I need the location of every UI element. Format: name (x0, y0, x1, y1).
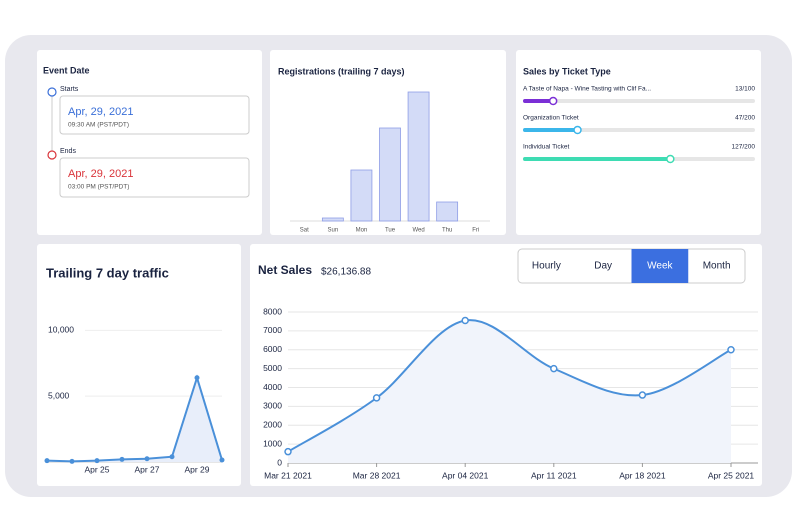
x-tick-label: Mar 21 2021 (264, 470, 312, 480)
point (144, 456, 150, 462)
area (288, 320, 731, 463)
ticket-name: A Taste of Napa - Wine Tasting with Clif… (523, 86, 651, 93)
progress-bar (523, 157, 671, 161)
point (94, 458, 100, 464)
x-tick-label: Apr 11 2021 (531, 470, 577, 480)
point (69, 458, 75, 464)
progress-knob (666, 154, 675, 164)
x-tick-label: Mar 28 2021 (353, 470, 401, 480)
period-label: Month (703, 261, 731, 272)
x-tick-label: Wed (412, 228, 424, 234)
point (638, 391, 647, 399)
x-tick-label: Tue (385, 228, 396, 234)
bar (436, 201, 459, 222)
x-tick-label: Apr 25 2021 (708, 470, 755, 480)
y-tick-label: 4000 (263, 382, 282, 392)
date-box (59, 157, 250, 198)
y-tick-label: 8000 (263, 306, 282, 316)
point (119, 456, 125, 462)
point (372, 394, 381, 402)
end-date: Apr, 29, 2021 (68, 168, 133, 180)
progress-bar (523, 99, 554, 103)
bar (321, 217, 344, 222)
y-tick-label: 2000 (263, 420, 282, 430)
x-tick-label: Apr 29 (184, 464, 209, 474)
y-tick-label: 1000 (263, 438, 282, 448)
period-label: Week (647, 261, 673, 272)
area (47, 377, 222, 462)
date-box (59, 95, 250, 135)
ticket-count: 13/100 (735, 86, 755, 93)
period-label: Day (594, 261, 612, 272)
period-label: Hourly (532, 261, 561, 272)
progress-knob (548, 96, 558, 106)
x-tick-label: Thu (442, 228, 452, 234)
period-button[interactable] (631, 249, 689, 283)
label: Ends (60, 148, 76, 155)
start-date: Apr, 29, 2021 (68, 106, 133, 118)
line (287, 319, 732, 453)
end-dot (47, 150, 57, 160)
total: $26,136.88 (321, 267, 371, 278)
progress-track (523, 99, 755, 103)
x-tick-label: Apr 27 (134, 464, 159, 474)
y-tick-label: 5,000 (48, 390, 70, 400)
point (169, 454, 175, 460)
end-time: 03:00 PM (PST/PDT) (68, 184, 129, 191)
point (284, 447, 292, 456)
panel-title: Event Date (43, 65, 90, 75)
point (727, 346, 735, 354)
panel-title: Trailing 7 day traffic (46, 265, 169, 280)
y-tick-label: 5000 (263, 363, 282, 373)
point (461, 316, 469, 325)
x-tick-label: Sun (328, 228, 339, 234)
panel-title: Net Sales (258, 263, 312, 277)
progress-bar (523, 128, 578, 132)
ticket-count: 127/200 (732, 144, 756, 151)
x-tick-label: Apr 18 2021 (619, 470, 666, 480)
x-tick-label: Sat (300, 228, 309, 234)
panel-title: Sales by Ticket Type (523, 66, 611, 76)
y-tick-label: 7000 (263, 325, 282, 335)
bar (379, 127, 401, 222)
label: Starts (60, 86, 79, 93)
point (194, 375, 200, 381)
x-tick-label: Mon (356, 228, 368, 234)
panel (37, 50, 262, 235)
y-tick-label: 3000 (263, 401, 282, 411)
y-tick-label: 10,000 (48, 325, 74, 335)
line (46, 374, 223, 463)
x-tick-label: Apr 04 2021 (442, 470, 489, 480)
panel-title: Registrations (trailing 7 days) (278, 66, 405, 76)
ticket-name: Individual Ticket (523, 144, 569, 151)
ticket-name: Organization Ticket (523, 115, 579, 122)
bar (350, 169, 373, 222)
ticket-count: 47/200 (735, 115, 755, 122)
point (550, 364, 558, 373)
bar (407, 91, 430, 222)
y-tick-label: 6000 (263, 344, 282, 354)
point (219, 457, 225, 463)
x-tick-label: Fri (472, 228, 479, 234)
x-tick-label: Apr 25 (84, 464, 109, 474)
start-dot (47, 87, 57, 97)
progress-knob (573, 125, 582, 135)
point (44, 458, 50, 464)
panel (516, 50, 761, 235)
start-time: 09:30 AM (PST/PDT) (68, 122, 129, 129)
y-tick-label: 0 (277, 457, 282, 467)
